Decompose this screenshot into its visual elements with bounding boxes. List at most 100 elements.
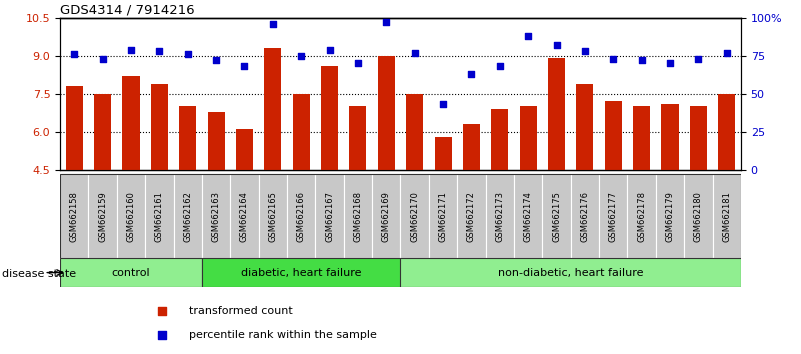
Text: GSM662165: GSM662165 — [268, 191, 277, 242]
Text: GSM662172: GSM662172 — [467, 191, 476, 242]
Bar — [577, 84, 594, 170]
Point — [635, 57, 648, 63]
Bar — [179, 107, 196, 170]
Bar — [633, 107, 650, 170]
Point — [153, 48, 166, 54]
Bar — [60, 258, 202, 287]
Text: GSM662162: GSM662162 — [183, 191, 192, 242]
Point — [409, 50, 421, 56]
Bar — [95, 94, 111, 170]
Bar — [627, 174, 656, 258]
Bar — [548, 58, 565, 170]
Bar — [202, 174, 231, 258]
Bar — [605, 101, 622, 170]
Bar — [287, 174, 316, 258]
Bar — [145, 174, 174, 258]
Point — [238, 64, 251, 69]
Bar — [400, 258, 741, 287]
Point — [607, 56, 620, 62]
Bar — [656, 174, 684, 258]
Point — [437, 102, 449, 107]
Bar — [66, 86, 83, 170]
Point — [125, 47, 138, 52]
Text: non-diabetic, heart failure: non-diabetic, heart failure — [498, 268, 643, 278]
Bar — [434, 137, 452, 170]
Bar — [406, 94, 423, 170]
Point — [663, 61, 676, 66]
Text: GSM662169: GSM662169 — [382, 191, 391, 242]
Text: GSM662181: GSM662181 — [723, 191, 731, 242]
Bar — [485, 174, 514, 258]
Bar — [60, 174, 88, 258]
Text: GSM662174: GSM662174 — [524, 191, 533, 242]
Point — [295, 53, 308, 58]
Point — [352, 61, 364, 66]
Bar — [713, 174, 741, 258]
Bar — [349, 107, 366, 170]
Bar — [236, 129, 253, 170]
Bar — [174, 174, 202, 258]
Bar — [718, 94, 735, 170]
Text: GSM662167: GSM662167 — [325, 191, 334, 242]
Bar — [207, 112, 224, 170]
Text: GSM662179: GSM662179 — [666, 191, 674, 242]
Bar — [88, 174, 117, 258]
Text: GSM662173: GSM662173 — [495, 191, 505, 242]
Bar — [372, 174, 400, 258]
Bar — [378, 56, 395, 170]
Bar — [259, 174, 287, 258]
Bar — [344, 174, 372, 258]
Text: GSM662158: GSM662158 — [70, 191, 78, 242]
Point — [550, 42, 563, 48]
Bar — [429, 174, 457, 258]
Bar — [151, 84, 168, 170]
Text: percentile rank within the sample: percentile rank within the sample — [189, 330, 377, 339]
Point — [64, 308, 77, 314]
Point — [720, 50, 733, 56]
Point — [521, 33, 534, 39]
Point — [578, 48, 591, 54]
Text: GDS4314 / 7914216: GDS4314 / 7914216 — [60, 4, 195, 17]
Bar — [491, 109, 509, 170]
Bar — [542, 174, 570, 258]
Point — [64, 332, 77, 337]
Bar — [684, 174, 713, 258]
Point — [493, 64, 506, 69]
Text: transformed count: transformed count — [189, 306, 293, 316]
Bar — [316, 174, 344, 258]
Text: GSM662170: GSM662170 — [410, 191, 419, 242]
Text: GSM662159: GSM662159 — [99, 191, 107, 242]
Point — [68, 51, 81, 57]
Bar — [117, 174, 145, 258]
Bar — [690, 107, 706, 170]
Text: GSM662178: GSM662178 — [637, 191, 646, 242]
Bar — [321, 66, 338, 170]
Point — [380, 19, 392, 25]
Point — [465, 71, 478, 77]
Text: GSM662163: GSM662163 — [211, 191, 220, 242]
Text: GSM662166: GSM662166 — [296, 191, 306, 242]
Text: GSM662180: GSM662180 — [694, 191, 702, 242]
Point — [210, 57, 223, 63]
Bar — [457, 174, 485, 258]
Bar — [520, 107, 537, 170]
Text: GSM662160: GSM662160 — [127, 191, 135, 242]
Text: GSM662177: GSM662177 — [609, 191, 618, 242]
Bar — [292, 94, 310, 170]
Text: GSM662175: GSM662175 — [552, 191, 561, 242]
Point — [267, 21, 280, 27]
Text: GSM662176: GSM662176 — [581, 191, 590, 242]
Text: GSM662171: GSM662171 — [439, 191, 448, 242]
Text: control: control — [111, 268, 151, 278]
Bar — [570, 174, 599, 258]
Bar — [463, 124, 480, 170]
Bar — [231, 174, 259, 258]
Point — [692, 56, 705, 62]
Text: GSM662164: GSM662164 — [240, 191, 249, 242]
Point — [323, 47, 336, 52]
Bar — [514, 174, 542, 258]
Bar — [202, 258, 400, 287]
Bar — [264, 48, 281, 170]
Bar — [400, 174, 429, 258]
Text: diabetic, heart failure: diabetic, heart failure — [241, 268, 361, 278]
